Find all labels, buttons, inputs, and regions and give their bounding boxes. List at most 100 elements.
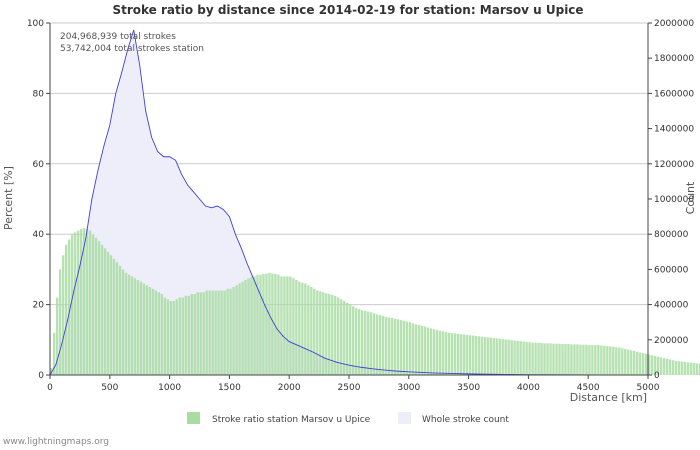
bar [668,359,672,375]
bar [372,313,376,375]
bar [477,336,480,375]
bar [106,251,110,375]
bar [118,265,122,375]
bar [504,339,507,375]
site-watermark: www.lightningmaps.org [3,437,109,447]
bar [612,346,615,375]
bar [522,341,525,375]
y-left-tick-label: 40 [33,230,45,240]
bar [597,345,600,375]
bar [316,290,319,375]
bar [55,297,59,375]
annotation-station-strokes: 53,742,004 total strokes station [60,44,204,54]
bar [561,344,564,375]
bar [148,287,152,375]
bar [606,346,609,375]
bar [618,347,621,375]
bar [199,292,202,375]
bar [172,301,175,375]
y-axis-left-label: Percent [%] [2,166,15,230]
bar [253,276,256,375]
bar [432,329,436,375]
bar [489,337,492,375]
bar [349,304,352,375]
bar [169,301,172,375]
bar [357,309,361,375]
bar [354,308,358,375]
bar [435,329,439,375]
bar [50,367,53,375]
bar [576,344,579,375]
bar [600,345,603,375]
bar [184,295,187,375]
bar [582,344,585,375]
bar [492,338,495,375]
y-right-tick-label: 1200000 [654,160,694,170]
bar [680,361,684,375]
bar [211,290,214,375]
bar [441,331,445,375]
bar [677,361,681,375]
bar [124,272,128,375]
x-tick-label: 5000 [637,383,660,393]
y-right-tick-label: 1800000 [654,54,694,64]
bar [429,328,433,375]
bar [474,335,477,375]
bar [178,297,181,375]
legend-swatch-station-ratio [187,412,200,424]
bar [567,344,570,375]
bar [656,356,660,375]
bar [402,320,406,375]
bar [665,358,669,375]
bar [594,345,597,375]
bar [61,255,65,375]
bar [642,353,645,375]
bar [346,302,349,375]
bar [570,344,573,375]
bar [112,258,116,375]
bar [319,291,322,375]
bar [91,234,95,375]
bar [250,276,253,375]
legend: Stroke ratio station Marsov u Upice Whol… [187,412,509,425]
bar [549,343,552,375]
bar [256,274,259,375]
bar [486,337,489,375]
bar [375,314,379,375]
bar [501,339,504,375]
bar [420,325,424,375]
bar [453,333,457,375]
bar [73,232,77,375]
bar [109,255,113,375]
legend-label-whole-count: Whole stroke count [422,415,509,425]
bar [271,273,274,375]
bar [591,345,594,375]
x-tick-label: 4000 [517,383,540,393]
bar [447,332,451,375]
bar [627,349,630,375]
x-tick-label: 3000 [397,383,420,393]
x-tick-label: 2500 [338,383,361,393]
bar [543,343,546,375]
bar [552,343,555,375]
bar [540,342,543,375]
bar [217,290,220,375]
bar [495,338,498,375]
whole-stroke-count-fill [50,30,648,375]
bar [196,292,199,375]
bar [160,294,164,375]
y-left-tick-label: 0 [38,371,44,381]
bar [343,301,346,375]
bar [313,288,316,375]
bar [325,293,328,375]
bar [127,274,131,375]
bar [94,237,98,375]
bar [393,318,397,375]
x-tick-label: 4500 [577,383,600,393]
bar [585,344,588,375]
bar [450,333,454,375]
x-tick-label: 1000 [158,383,181,393]
bar [337,297,340,375]
bar [603,345,606,375]
